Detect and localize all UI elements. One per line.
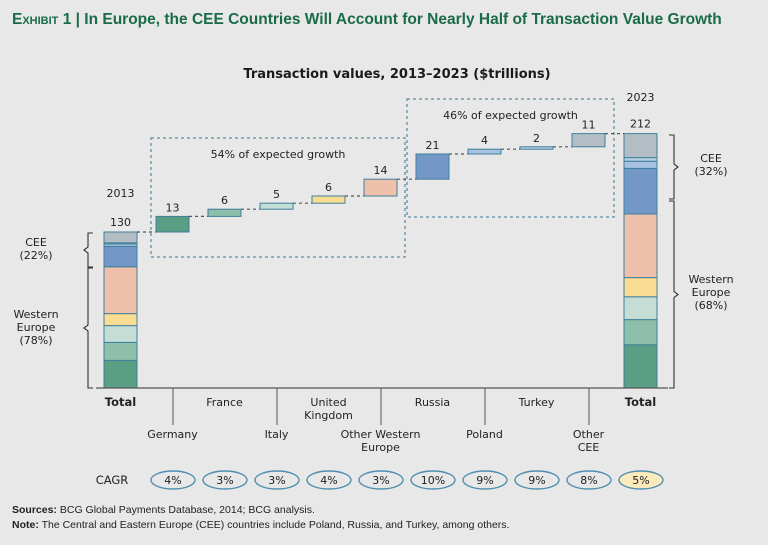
category-label-germany: Germany (147, 428, 198, 441)
growth-group-label: 46% of expected growth (443, 109, 578, 122)
category-label-poland: Poland (466, 428, 503, 441)
cagr-value: 9% (528, 474, 545, 487)
end-total-label: Total (625, 395, 656, 409)
value-label-united-kingdom: 6 (325, 181, 332, 194)
cagr-badge (254, 470, 300, 490)
bar-turkey (519, 146, 554, 150)
bar-italy (259, 202, 294, 210)
end-segment-germany-share (623, 344, 658, 389)
bracket-label-right-western-europe: Western Europe (68%) (688, 273, 733, 312)
note-label: Note: (12, 519, 39, 531)
bracket-right-cee (669, 134, 679, 200)
cagr-badge (358, 470, 404, 490)
cagr-value: 9% (476, 474, 493, 487)
cagr-value: 5% (632, 474, 649, 487)
cagr-value: 4% (320, 474, 337, 487)
cagr-label: CAGR (96, 473, 129, 487)
start-segment-germany-share (103, 359, 138, 389)
exhibit-label: Exhibit 1 (12, 11, 72, 28)
start-segment-othercee-share (103, 231, 138, 244)
bar-other-cee (571, 133, 606, 148)
end-value-label: 212 (630, 118, 651, 131)
exhibit-title: Exhibit 1 | In Europe, the CEE Countries… (12, 10, 752, 30)
chart-title: Transaction values, 2013–2023 ($trillion… (243, 67, 550, 82)
end-segment-otherwe-share (623, 213, 658, 279)
category-label-other-western-europe: Other Western Europe (341, 428, 421, 454)
value-label-france: 6 (221, 194, 228, 207)
value-label-other-western-europe: 14 (374, 164, 388, 177)
bar-france (207, 208, 242, 217)
value-label-poland: 4 (481, 134, 488, 147)
bar-other-western-europe (363, 178, 398, 197)
category-label-turkey: Turkey (518, 396, 555, 409)
bar-germany (155, 215, 190, 233)
bracket-left-western-europe (83, 267, 93, 389)
cagr-badge (514, 470, 560, 490)
exhibit-separator: | (75, 11, 80, 28)
end-segment-france-share (623, 319, 658, 346)
category-label-france: France (206, 396, 243, 409)
cagr-badge (150, 470, 196, 490)
cagr-badge (462, 470, 508, 490)
value-label-italy: 5 (273, 188, 280, 201)
start-segment-italy-share (103, 325, 138, 343)
sources-label: Sources: (12, 504, 57, 516)
start-segment-france-share (103, 341, 138, 361)
end-segment-italy-share (623, 296, 658, 321)
growth-group-box (150, 137, 406, 258)
category-label-italy: Italy (265, 428, 289, 441)
end-segment-poland-share (623, 160, 658, 169)
bracket-label-left-western-europe: Western Europe (78%) (13, 308, 58, 347)
bar-poland (467, 148, 502, 155)
end-segment-russia-share (623, 167, 658, 215)
footnote: Note: The Central and Eastern Europe (CE… (12, 519, 509, 531)
bar-russia (415, 153, 450, 180)
category-label-other-cee: Other CEE (573, 428, 605, 454)
end-segment-othercee-share (623, 133, 658, 159)
sources-note: Sources: BCG Global Payments Database, 2… (12, 504, 315, 516)
bracket-left-cee (83, 232, 93, 268)
bracket-label-right-cee: CEE (32%) (694, 152, 727, 178)
start-total-label: Total (105, 395, 136, 409)
bar-united-kingdom (311, 195, 346, 204)
start-segment-russia-share (103, 245, 138, 268)
cagr-badge (410, 470, 456, 490)
start-segment-uk-share (103, 313, 138, 327)
category-label-united-kingdom: United Kingdom (304, 396, 353, 422)
start-value-label: 130 (110, 216, 131, 229)
value-label-germany: 13 (166, 201, 180, 214)
bracket-label-left-cee: CEE (22%) (19, 236, 52, 262)
cagr-value: 3% (268, 474, 285, 487)
value-label-other-cee: 11 (582, 119, 596, 132)
end-segment-uk-share (623, 277, 658, 298)
cagr-value: 8% (580, 474, 597, 487)
value-label-turkey: 2 (533, 132, 540, 145)
growth-group-box (406, 98, 615, 218)
cagr-value: 10% (421, 474, 445, 487)
start-year-label: 2013 (107, 187, 135, 200)
cagr-value: 3% (372, 474, 389, 487)
cagr-badge (202, 470, 248, 490)
sources-text: BCG Global Payments Database, 2014; BCG … (59, 504, 315, 516)
exhibit-heading: In Europe, the CEE Countries Will Accoun… (84, 11, 722, 28)
end-year-label: 2023 (627, 91, 655, 104)
cagr-value: 3% (216, 474, 233, 487)
cagr-value: 4% (164, 474, 181, 487)
cagr-badge (306, 470, 352, 490)
cagr-total-badge (618, 470, 664, 490)
end-segment-turkey-share (623, 157, 658, 162)
value-label-russia: 21 (426, 139, 440, 152)
note-text: The Central and Eastern Europe (CEE) cou… (41, 519, 510, 531)
growth-group-label: 54% of expected growth (211, 148, 346, 161)
start-segment-otherwe-share (103, 266, 138, 315)
category-label-russia: Russia (415, 396, 450, 409)
bracket-right-western-europe (669, 200, 679, 389)
cagr-badge (566, 470, 612, 490)
